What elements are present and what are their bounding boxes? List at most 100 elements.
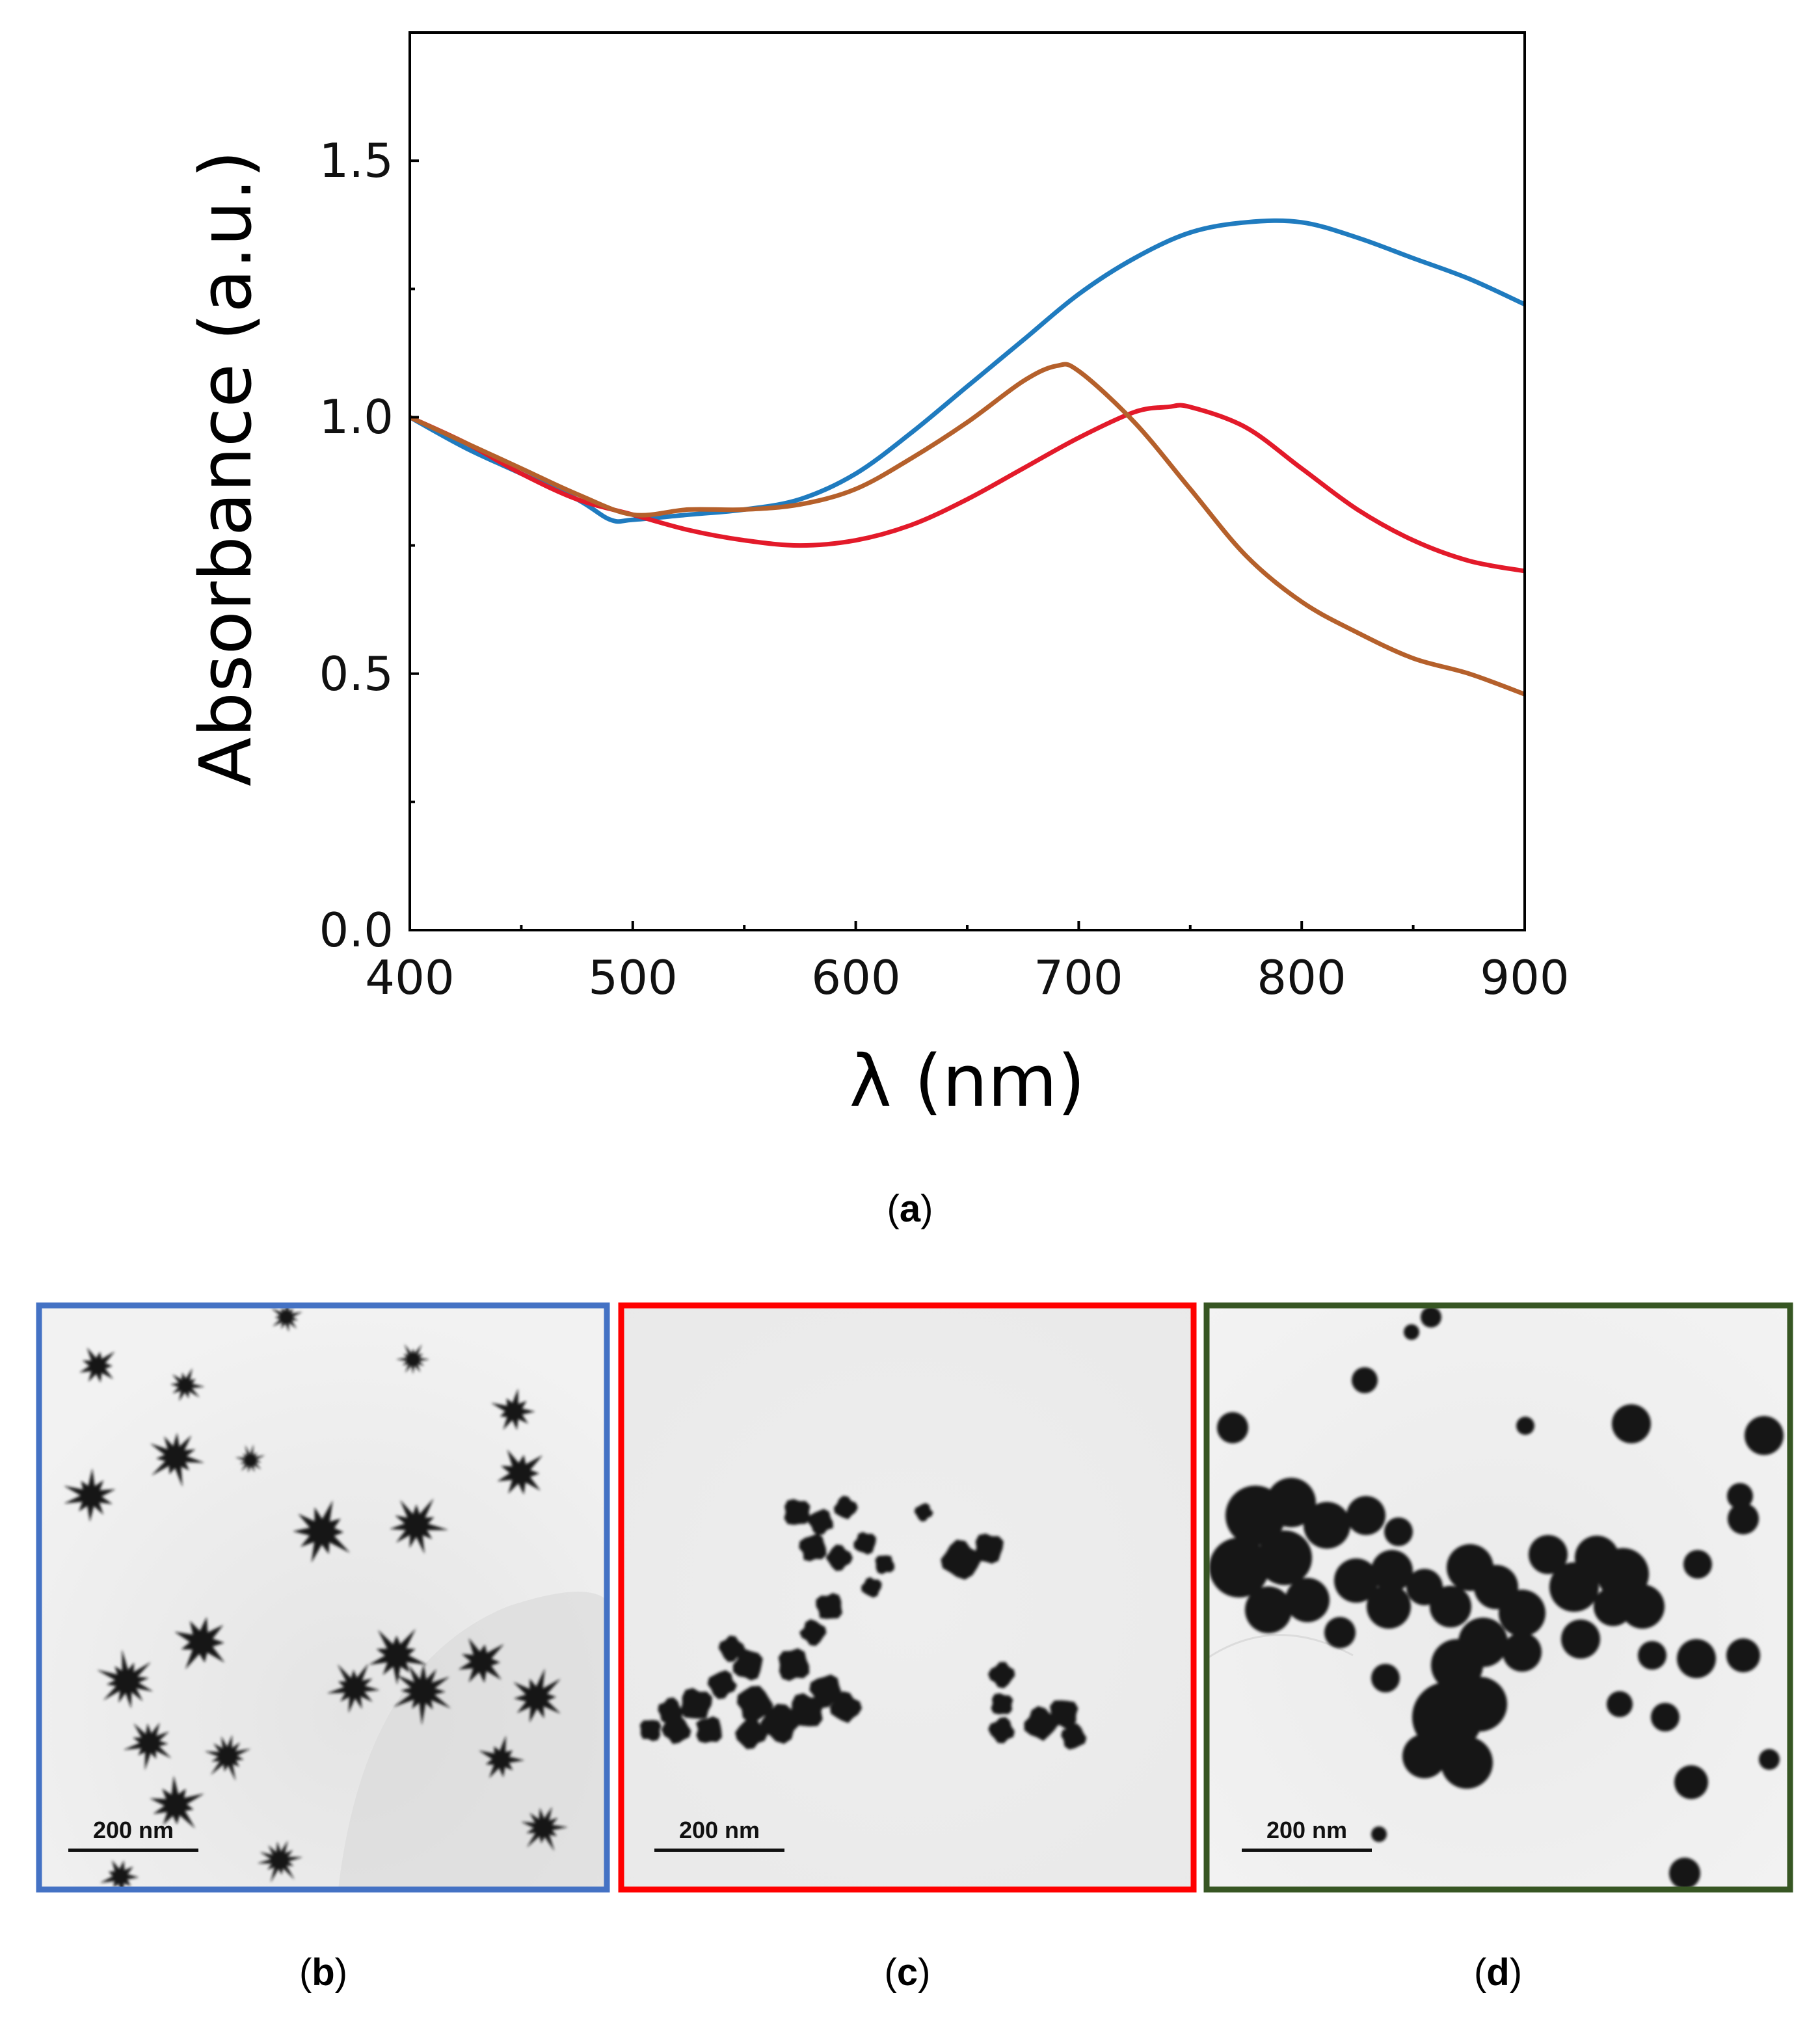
panel-label-c: (c) [885,1951,931,1994]
irregular-particle [988,1662,1015,1689]
irregular-particle [1050,1700,1078,1729]
y-axis-title: Absorbance (a.u.) [184,150,267,786]
panel-label-d: (d) [1474,1951,1522,1994]
sphere-particle [1683,1550,1712,1579]
svg-text:(b): (b) [299,1951,347,1994]
irregular-particle [707,1670,738,1700]
sphere-particle [1503,1633,1542,1672]
irregular-particle [732,1649,763,1681]
star-particle [174,1616,225,1670]
sphere-particle [1324,1617,1356,1648]
sphere-particle [1726,1638,1760,1672]
panel-label-b-text: b [312,1951,334,1994]
sphere-particle [1620,1584,1665,1629]
irregular-particle [816,1593,842,1619]
sphere-particle [1677,1639,1716,1678]
star-particle [150,1432,205,1488]
sphere-particle [1285,1578,1330,1622]
sphere-particle [1245,1586,1292,1633]
star-particle [513,1668,561,1723]
sphere-particle [1674,1765,1708,1799]
sphere-particle [1431,1639,1483,1691]
y-tick-label: 1.5 [319,133,394,188]
irregular-particle [718,1635,745,1662]
tem-image-b: 200 nm [36,1302,610,1893]
star-particle [64,1468,116,1522]
star-particle [521,1806,569,1851]
scale-bar-label-c: 200 nm [679,1817,760,1843]
sphere-particle [1561,1620,1600,1659]
sphere-particle [1759,1749,1780,1770]
sphere-particle [1367,1584,1411,1629]
star-particle [490,1388,535,1430]
irregular-particle [807,1508,833,1536]
sphere-particle [1217,1412,1248,1443]
sphere-particle [1371,1550,1413,1592]
irregular-particle [941,1540,982,1580]
x-tick-label: 400 [365,950,454,1005]
series-line-brown [410,362,1525,697]
series-layer [410,218,1525,697]
scale-bar-label-b: 200 nm [93,1817,174,1843]
sphere-particle [1209,1538,1269,1597]
irregular-particle [737,1685,773,1723]
sphere-particle [1452,1677,1507,1731]
absorbance-chart: 0.0 0.5 1.0 1.5 400 500 600 700 800 900 … [184,31,1570,1123]
panel-label-d-text: d [1486,1951,1509,1994]
irregular-particle [809,1674,842,1709]
sphere-particle [1266,1478,1316,1527]
particle-layer-d: 200 nm [1207,1307,1784,1889]
star-particle [389,1498,449,1554]
sphere-particle [1430,1586,1471,1627]
irregular-particle [784,1499,810,1525]
sphere-particle [1516,1417,1534,1435]
sphere-particle [1607,1691,1633,1717]
sphere-particle [1334,1558,1378,1603]
y-tick-label: 0.0 [319,903,394,957]
star-particle [327,1663,380,1713]
sphere-particle [1371,1826,1387,1842]
ticks-layer [408,31,1526,931]
star-particle [257,1840,303,1883]
panel-label-a-text: a [900,1188,921,1230]
panel-label-c-text: c [897,1951,918,1994]
irregular-particle [829,1691,863,1723]
x-tick-label: 800 [1257,950,1346,1005]
irregular-particle [974,1533,1004,1564]
irregular-particle [760,1703,800,1744]
svg-text:(c): (c) [885,1951,931,1994]
frame-b [36,1302,610,1893]
panel-label-b: (b) [299,1951,347,1994]
irregular-particle [695,1716,722,1743]
x-tick-label: 500 [588,950,677,1005]
irregular-particle [825,1544,853,1571]
sphere-particle [1352,1367,1378,1393]
sphere-particle [1651,1703,1679,1731]
x-axis-title: λ (nm) [850,1039,1086,1123]
particle-layer-b: 200 nm [64,1305,607,1890]
star-particle [479,1735,525,1778]
sphere-particle [1727,1483,1753,1509]
irregular-particle [988,1716,1015,1744]
y-tick-label: 0.5 [319,647,394,701]
irregular-particle [680,1688,712,1719]
sphere-particle [1257,1530,1312,1585]
sphere-particle [1638,1641,1666,1670]
frame-c [618,1302,1197,1893]
sphere-particle [1745,1416,1784,1455]
irregular-particle [833,1495,858,1519]
y-tick-label: 1.0 [319,390,394,444]
sphere-particle [1728,1503,1759,1534]
irregular-particle [799,1534,827,1562]
irregular-particle [1061,1724,1087,1750]
x-tick-label: 900 [1480,950,1569,1005]
star-particle [395,1344,430,1374]
star-particle [293,1500,350,1563]
x-tick-label: 700 [1034,950,1123,1005]
star-particle [100,1860,139,1890]
sphere-particle [1304,1502,1350,1549]
irregular-particle [778,1648,810,1681]
sphere-particle [1441,1737,1493,1789]
irregular-particle [853,1532,876,1555]
irregular-particle [991,1693,1013,1715]
